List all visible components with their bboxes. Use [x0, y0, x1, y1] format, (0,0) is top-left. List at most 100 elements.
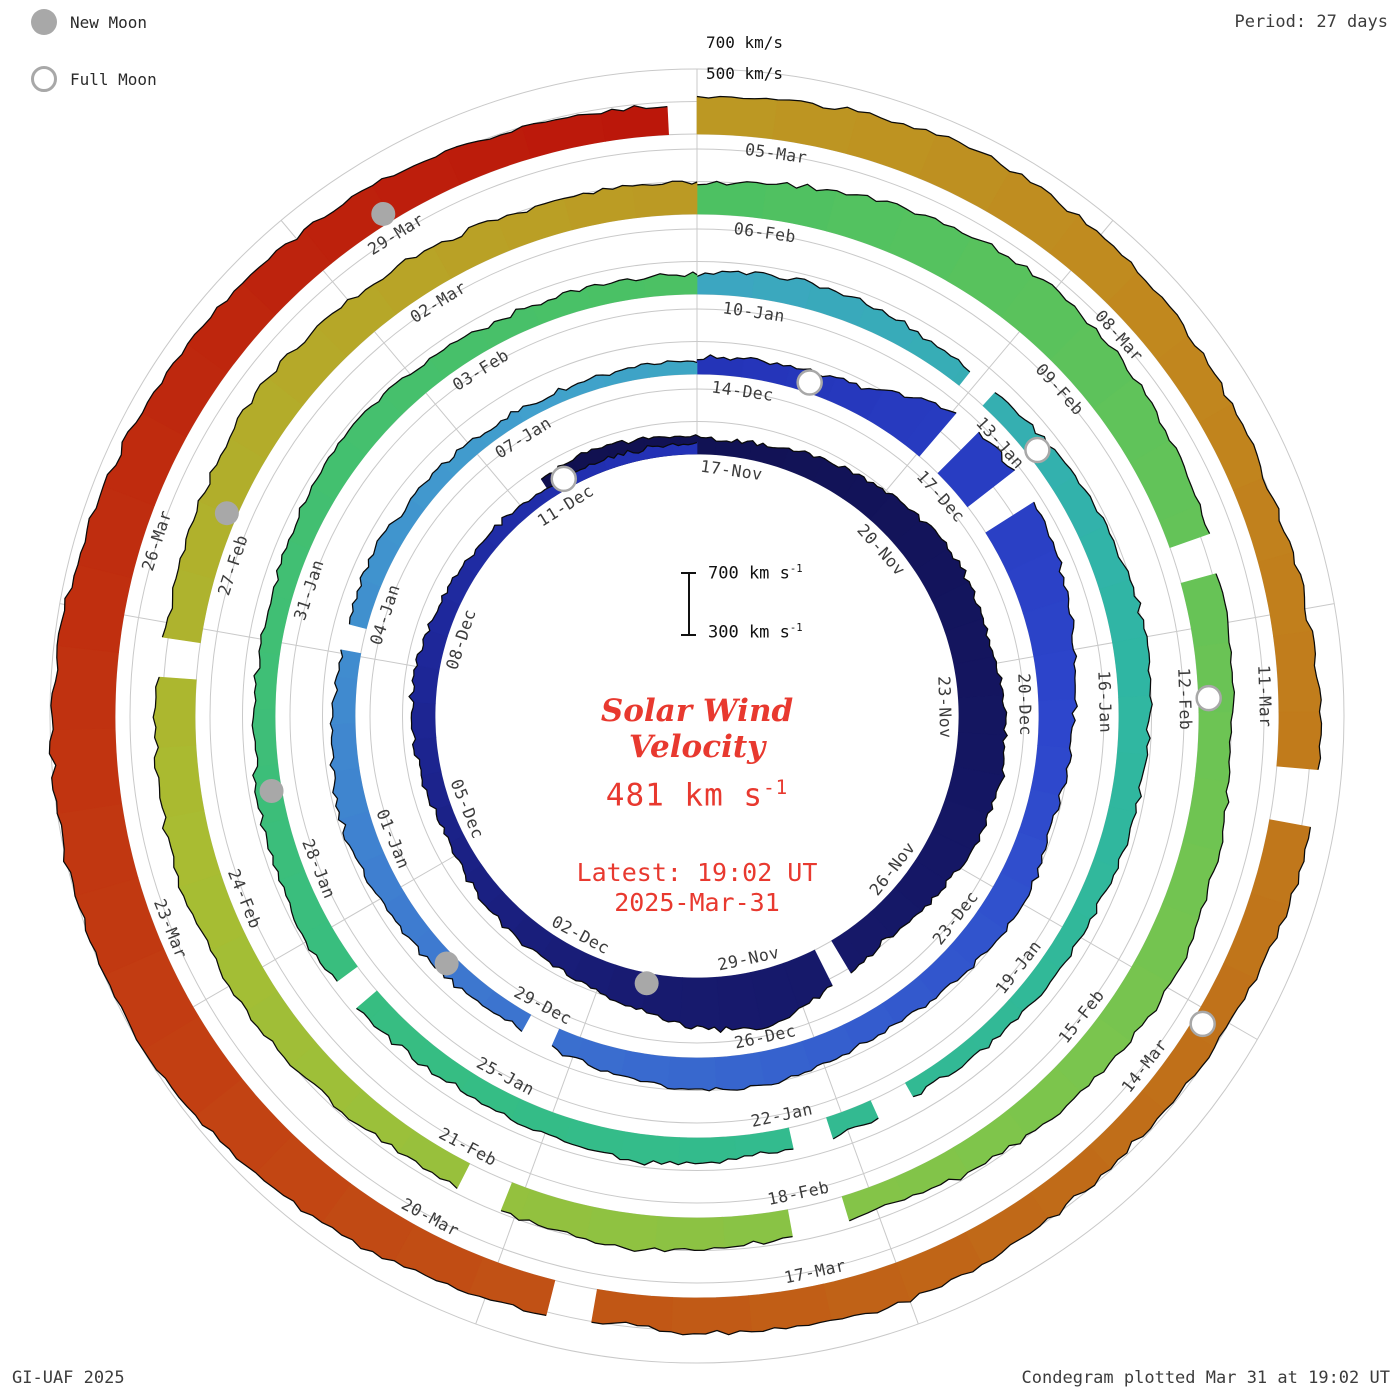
velocity-band-segment — [49, 727, 122, 814]
scale-bar-stem — [688, 574, 690, 634]
velocity-band-segment — [895, 1231, 983, 1303]
velocity-band-segment — [332, 767, 369, 821]
velocity-band-segment — [161, 568, 215, 644]
velocity-band-segment — [585, 1206, 658, 1252]
ring-date-label: 16-Jan — [1094, 670, 1115, 733]
velocity-band-segment — [801, 1024, 855, 1072]
velocity-band-segment — [1194, 711, 1234, 783]
velocity-outline — [913, 392, 1153, 1098]
velocity-band-segment — [693, 360, 698, 375]
velocity-band-segment — [1112, 636, 1152, 698]
period-label: Period: 27 days — [1234, 12, 1388, 32]
velocity-band-segment — [521, 113, 606, 159]
full-moon-label: Full Moon — [70, 70, 157, 89]
velocity-band-segment — [758, 1041, 812, 1086]
velocity-band-segment — [677, 1136, 737, 1166]
velocity-band-segment — [586, 278, 647, 308]
velocity-band-segment — [643, 271, 698, 298]
velocity-outline — [540, 434, 1008, 974]
new-moon-marker — [434, 951, 459, 976]
new-moon-icon — [31, 9, 57, 35]
velocity-outline — [251, 271, 698, 982]
velocity-band-segment — [1030, 745, 1072, 796]
velocity-outline — [48, 105, 668, 1317]
velocity-band-segment — [410, 701, 437, 740]
new-moon-marker — [371, 201, 396, 226]
velocity-outline — [161, 180, 698, 638]
full-moon-marker — [1024, 436, 1051, 464]
velocity-band-segment — [1276, 711, 1322, 770]
velocity-band-segment — [467, 1256, 556, 1316]
velocity-band-segment — [1223, 892, 1290, 980]
velocity-band-segment — [964, 1192, 1049, 1265]
velocity-band-segment — [969, 999, 1023, 1051]
velocity-outline — [348, 360, 698, 625]
ring-date-label: 12-Feb — [1174, 667, 1195, 730]
velocity-band-segment — [563, 185, 637, 231]
full-moon-marker — [550, 465, 577, 493]
velocity-band-segment — [591, 1289, 673, 1333]
plotted-note: Condegram plotted Mar 31 at 19:02 UT — [1021, 1368, 1390, 1388]
velocity-band-segment — [1180, 573, 1230, 648]
velocity-outline — [696, 270, 971, 373]
latest-date-line: 2025-Mar-31 — [614, 888, 780, 917]
velocity-band-segment — [805, 282, 867, 327]
velocity-band-segment — [1088, 1090, 1166, 1170]
scale-bar-300-label: 300 km s-1 — [708, 622, 803, 643]
velocity-band-segment — [253, 650, 280, 710]
velocity-band-segment — [646, 360, 695, 378]
velocity-band-segment — [251, 708, 279, 767]
new-moon-marker — [259, 779, 284, 804]
velocity-band-segment — [575, 1037, 627, 1076]
credit-label: GI-UAF 2025 — [12, 1368, 125, 1388]
new-moon-marker — [214, 501, 239, 526]
velocity-outline — [591, 826, 1312, 1336]
velocity-outline — [500, 1210, 793, 1253]
velocity-outline — [696, 180, 1211, 534]
velocity-band-segment — [329, 722, 360, 772]
velocity-band-segment — [510, 1098, 572, 1143]
outer-scale-500-label: 500 km/s — [706, 64, 784, 83]
velocity-band-segment — [696, 96, 779, 140]
velocity-band-segment — [1182, 777, 1230, 852]
full-moon-marker — [796, 369, 823, 396]
velocity-band-segment — [531, 286, 593, 325]
velocity-band-segment — [600, 105, 669, 142]
velocity-band-segment — [733, 1127, 794, 1160]
velocity-outline — [408, 441, 833, 1033]
velocity-band-segment — [444, 125, 532, 185]
velocity-band-segment — [1029, 1145, 1112, 1219]
full-moon-icon — [31, 66, 57, 92]
velocity-band-segment — [1233, 477, 1294, 563]
new-moon-label: New Moon — [70, 13, 148, 32]
latest-time-line: Latest: 19:02 UT — [576, 858, 818, 887]
ring-date-label: 14-Dec — [710, 377, 775, 405]
velocity-band-segment — [1250, 819, 1311, 906]
new-moon-marker — [634, 971, 659, 996]
velocity-band-segment — [670, 1295, 752, 1336]
velocity-outline — [832, 1117, 879, 1140]
velocity-outline — [152, 676, 458, 1189]
velocity-band-segment — [440, 436, 488, 477]
ring-date-label: 20-Dec — [1014, 673, 1035, 736]
velocity-outline — [551, 501, 1078, 1092]
scale-bar-top-cap — [681, 572, 696, 574]
velocity-band-segment — [667, 1056, 717, 1092]
velocity-band-segment — [1071, 858, 1119, 920]
chart-title-line1: Solar Wind — [600, 693, 794, 729]
scale-bar-700-label: 700 km s-1 — [708, 563, 803, 584]
velocity-band-segment — [696, 181, 768, 219]
chart-title: Solar Wind Velocity — [437, 693, 957, 765]
velocity-band-segment — [50, 645, 119, 730]
velocity-outline — [978, 431, 1015, 471]
full-moon-marker — [1189, 1010, 1216, 1038]
ring-date-label: 10-Jan — [721, 298, 786, 326]
ring-date-label: 05-Mar — [744, 140, 809, 168]
full-moon-marker — [1195, 684, 1222, 712]
ring-date-label: 11-Mar — [1254, 665, 1275, 728]
velocity-band-segment — [841, 1176, 905, 1222]
velocity-band-segment — [380, 498, 426, 547]
velocity-band-segment — [410, 462, 455, 510]
ring-date-label: 18-Feb — [766, 1177, 831, 1209]
